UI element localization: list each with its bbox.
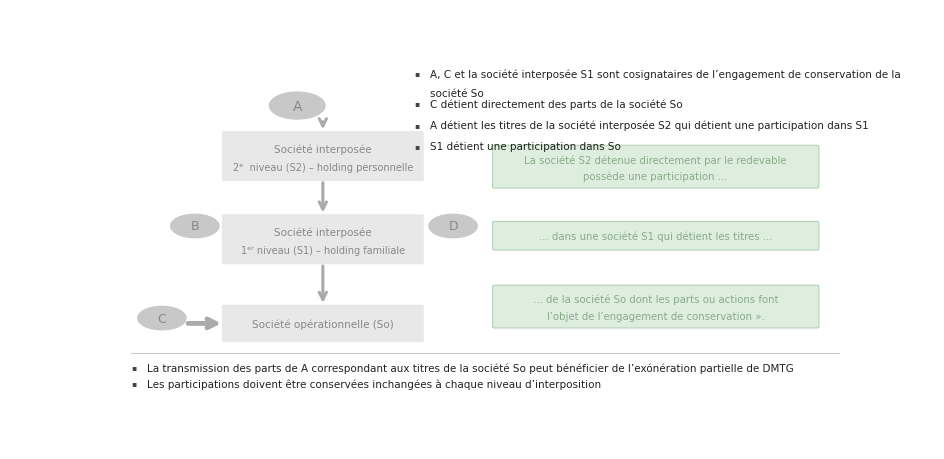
Text: 1ᵉʳ niveau (S1) – holding familiale: 1ᵉʳ niveau (S1) – holding familiale [241, 245, 405, 255]
Text: Société interposée: Société interposée [274, 227, 372, 238]
Text: S1 détient une participation dans So: S1 détient une participation dans So [430, 142, 621, 152]
Text: ... dans une société S1 qui détient les titres ...: ... dans une société S1 qui détient les … [539, 231, 772, 241]
Text: La société S2 détenue directement par le redevable: La société S2 détenue directement par le… [525, 155, 787, 165]
FancyBboxPatch shape [222, 215, 424, 265]
Circle shape [269, 93, 325, 120]
Text: C: C [158, 312, 166, 325]
Text: Les participations doivent être conservées inchangées à chaque niveau d’interpos: Les participations doivent être conservé… [147, 379, 601, 389]
Text: ▪: ▪ [414, 120, 419, 129]
FancyBboxPatch shape [222, 132, 424, 182]
Text: possède une participation ...: possède une participation ... [583, 171, 728, 181]
Text: ▪: ▪ [131, 379, 136, 387]
Text: l’objet de l’engagement de conservation ».: l’objet de l’engagement de conservation … [547, 311, 765, 321]
Text: société So: société So [430, 89, 484, 99]
Text: B: B [191, 220, 199, 233]
Text: Société interposée: Société interposée [274, 144, 372, 155]
Text: C détient directement des parts de la société So: C détient directement des parts de la so… [430, 99, 683, 110]
Circle shape [429, 215, 478, 238]
Text: ▪: ▪ [131, 363, 136, 371]
Text: ... de la société So dont les parts ou actions font: ... de la société So dont les parts ou a… [533, 294, 779, 305]
Circle shape [171, 215, 219, 238]
Text: A: A [293, 99, 302, 113]
Text: ▪: ▪ [414, 99, 419, 108]
Text: ▪: ▪ [414, 69, 419, 78]
Text: A, C et la société interposée S1 sont cosignataires de l’engagement de conservat: A, C et la société interposée S1 sont co… [430, 69, 902, 80]
FancyBboxPatch shape [222, 305, 424, 342]
Circle shape [138, 307, 186, 330]
FancyBboxPatch shape [493, 285, 818, 328]
Text: ▪: ▪ [414, 142, 419, 151]
FancyBboxPatch shape [493, 146, 818, 189]
Text: 2ᵉ  niveau (S2) – holding personnelle: 2ᵉ niveau (S2) – holding personnelle [232, 162, 413, 172]
Text: La transmission des parts de A correspondant aux titres de la société So peut bé: La transmission des parts de A correspon… [147, 363, 794, 373]
Text: A détient les titres de la société interposée S2 qui détient une participation d: A détient les titres de la société inter… [430, 120, 869, 131]
FancyBboxPatch shape [493, 222, 818, 251]
Text: D: D [448, 220, 458, 233]
Text: Société opérationnelle (So): Société opérationnelle (So) [252, 319, 394, 329]
